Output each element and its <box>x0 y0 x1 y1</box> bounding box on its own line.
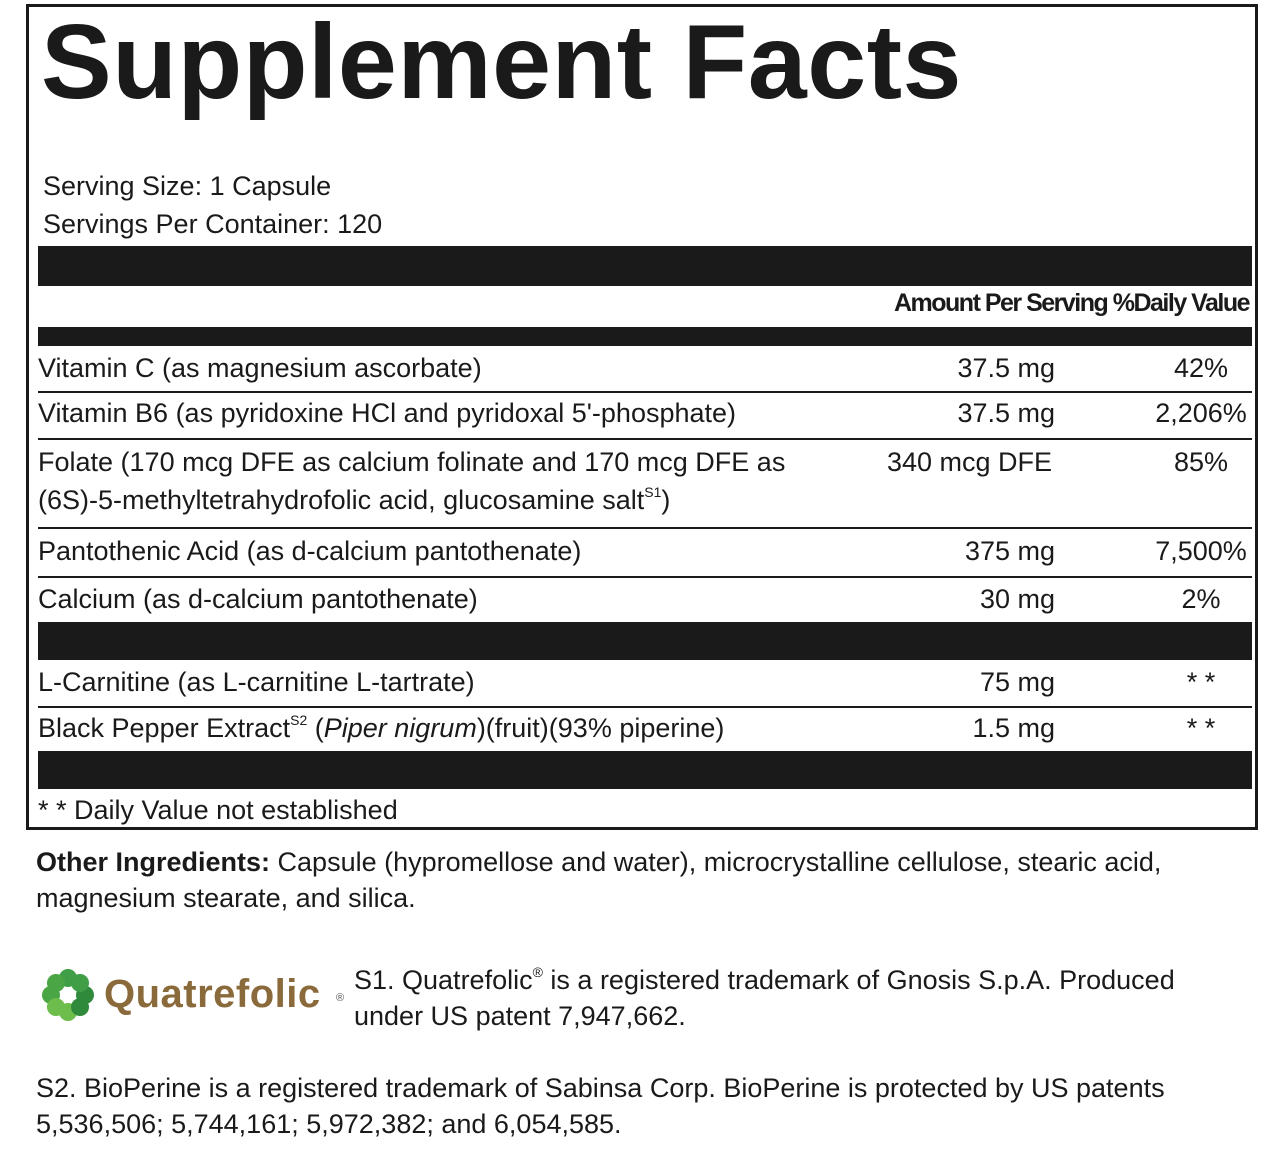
row-divider <box>38 527 1252 529</box>
divider-bar <box>38 246 1252 286</box>
nutrient-dv: 2,206% <box>1155 398 1247 428</box>
table-row: Calcium (as d-calcium pantothenate) 30 m… <box>38 581 1252 621</box>
row-divider <box>38 576 1252 578</box>
s1-note: S1. Quatrefolic® is a registered tradema… <box>354 964 1175 1031</box>
registered-mark: ® <box>532 964 543 980</box>
ingredient-name: L-Carnitine (as L-carnitine L-tartrate) <box>38 667 475 697</box>
nutrient-amount: 340 mcg DFE <box>886 447 1052 477</box>
column-header: Amount Per Serving %Daily Value <box>893 289 1251 318</box>
nutrient-name-continued: (6S)-5-methyltetrahydrofolic acid, gluco… <box>38 484 671 515</box>
row-divider <box>38 391 1252 393</box>
nutrient-name: Pantothenic Acid (as d-calcium pantothen… <box>38 536 582 566</box>
clover-leaf <box>71 973 90 992</box>
table-row: Vitamin B6 (as pyridoxine HCl and pyrido… <box>38 395 1252 435</box>
nutrient-name: Folate (170 mcg DFE as calcium folinate … <box>38 447 786 477</box>
ingredient-dv: * * <box>1186 667 1216 697</box>
dv-header: %Daily Value <box>1112 289 1251 317</box>
other-ingredients-text: Capsule (hypromellose and water), microc… <box>36 847 1162 913</box>
clover-icon <box>42 969 94 1021</box>
quatrefolic-logo: Quatrefolic ® <box>36 962 356 1030</box>
row-divider <box>38 438 1252 440</box>
registered-mark: ® <box>336 992 345 1004</box>
latin-name: Piper nigrum <box>323 713 477 743</box>
table-row: Folate (170 mcg DFE as calcium folinate … <box>38 444 1252 526</box>
table-row: Pantothenic Acid (as d-calcium pantothen… <box>38 533 1252 573</box>
ingredient-dv: * * <box>1186 713 1216 743</box>
table-row: Black Pepper ExtractS2 (Piper nigrum)(fr… <box>38 710 1252 750</box>
nutrient-name: Vitamin B6 (as pyridoxine HCl and pyrido… <box>38 398 737 428</box>
ingredient-amount: 75 mg <box>979 667 1055 697</box>
nutrient-dv: 2% <box>1181 584 1221 614</box>
ingredient-name: Black Pepper ExtractS2 (Piper nigrum)(fr… <box>38 712 725 743</box>
clover-leaf <box>71 998 90 1017</box>
row-divider <box>38 706 1252 708</box>
other-ingredients: Other Ingredients: Capsule (hypromellose… <box>36 844 1236 916</box>
nutrient-name: Vitamin C (as magnesium ascorbate) <box>38 353 482 383</box>
divider-bar <box>38 751 1252 789</box>
divider-bar <box>38 622 1252 660</box>
table-row: Vitamin C (as magnesium ascorbate) 37.5 … <box>38 350 1252 390</box>
ingredient-amount: 1.5 mg <box>972 713 1055 743</box>
footnote-marker: S1 <box>644 484 662 500</box>
nutrient-dv: 85% <box>1173 447 1229 477</box>
page-title: Supplement Facts <box>41 3 962 121</box>
supplement-facts-panel: Supplement Facts Serving Size: 1 Capsule… <box>26 3 1258 830</box>
s2-note: S2. BioPerine is a registered trademark … <box>36 1073 1165 1139</box>
divider-bar <box>38 327 1252 346</box>
table-row: L-Carnitine (as L-carnitine L-tartrate) … <box>38 664 1252 704</box>
nutrient-name: Calcium (as d-calcium pantothenate) <box>38 584 478 614</box>
amount-header: Amount Per Serving <box>893 289 1109 317</box>
nutrient-amount: 30 mg <box>979 584 1055 614</box>
dv-footnote: * * Daily Value not established <box>38 795 398 825</box>
nutrient-amount: 37.5 mg <box>957 398 1055 428</box>
nutrient-amount: 375 mg <box>964 536 1055 566</box>
nutrient-dv: 7,500% <box>1155 536 1247 566</box>
footnote-marker: S2 <box>290 712 308 728</box>
clover-leaf <box>46 973 65 992</box>
nutrient-dv: 42% <box>1173 353 1229 383</box>
nutrient-amount: 37.5 mg <box>957 353 1055 383</box>
servings-per-container: Servings Per Container: 120 <box>43 209 383 239</box>
other-ingredients-label: Other Ingredients: <box>36 847 271 877</box>
clover-leaf <box>46 998 65 1017</box>
logo-text: Quatrefolic <box>104 972 321 1016</box>
serving-size: Serving Size: 1 Capsule <box>43 171 332 201</box>
